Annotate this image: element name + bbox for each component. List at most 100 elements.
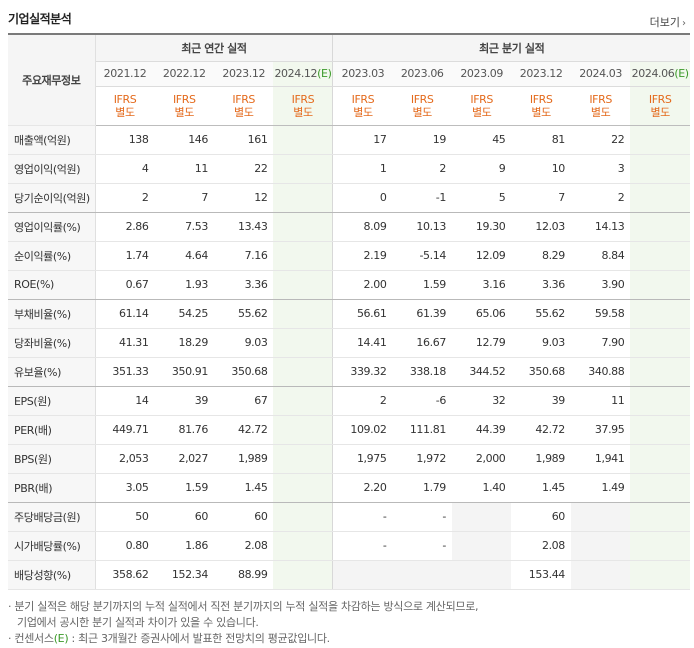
quarterly-group-header: 최근 분기 실적 xyxy=(332,34,690,62)
period-label: 2023.03 xyxy=(341,67,385,80)
table-cell: 11 xyxy=(570,386,631,416)
table-cell: 22 xyxy=(570,125,631,155)
table-cell xyxy=(630,328,690,358)
row-label: 매출액(억원) xyxy=(8,125,96,155)
table-cell: 19.30 xyxy=(451,212,512,242)
table-row: 부채비율(%) 61.14 54.25 55.62 56.61 61.39 65.06 55.… xyxy=(8,299,690,329)
table-cell xyxy=(630,154,690,184)
table-cell: 2,027 xyxy=(154,444,214,474)
row-label: EPS(원) xyxy=(8,386,96,416)
table-cell: 2 xyxy=(392,154,452,184)
table-cell: 2.08 xyxy=(213,531,274,561)
period-label: 2022.12 xyxy=(162,67,206,80)
table-cell: 14.41 xyxy=(332,328,393,358)
table-cell: 3.36 xyxy=(213,270,274,300)
table-cell: 1.49 xyxy=(570,473,631,503)
table-cell xyxy=(630,299,690,329)
table-cell xyxy=(630,357,690,387)
table-cell: 54.25 xyxy=(154,299,214,329)
table-cell: 1.93 xyxy=(154,270,214,300)
table-cell: 2.20 xyxy=(332,473,393,503)
table-cell xyxy=(273,154,333,184)
table-cell: 1.86 xyxy=(154,531,214,561)
period-header: 2023.12 xyxy=(511,61,571,87)
table-cell: 12.03 xyxy=(511,212,571,242)
table-cell: 12 xyxy=(213,183,274,213)
table-cell: 2.08 xyxy=(511,531,571,561)
table-cell: 1.40 xyxy=(451,473,512,503)
table-cell: 44.39 xyxy=(451,415,512,445)
table-cell: - xyxy=(392,531,452,561)
footnote-2-est: (E) xyxy=(53,632,69,645)
table-cell: 55.62 xyxy=(213,299,274,329)
table-cell: 3.36 xyxy=(511,270,571,300)
table-cell: 2 xyxy=(332,386,393,416)
table-cell xyxy=(570,560,631,590)
table-cell: 61.39 xyxy=(392,299,452,329)
table-cell: 152.34 xyxy=(154,560,214,590)
table-cell: 81 xyxy=(511,125,571,155)
period-header: 2024.06(E) xyxy=(630,61,690,87)
table-cell: 37.95 xyxy=(570,415,631,445)
table-cell: 67 xyxy=(213,386,274,416)
table-cell: 449.71 xyxy=(95,415,155,445)
table-cell: 81.76 xyxy=(154,415,214,445)
table-cell xyxy=(273,502,333,532)
table-row: 영업이익률(%) 2.86 7.53 13.43 8.09 10.13 19.30 12.03… xyxy=(8,212,690,242)
table-cell xyxy=(630,183,690,213)
row-label: ROE(%) xyxy=(8,270,96,300)
table-cell: 88.99 xyxy=(213,560,274,590)
table-cell: 1,975 xyxy=(332,444,393,474)
annual-group-header: 최근 연간 실적 xyxy=(95,34,333,62)
standard-separate: 별도 xyxy=(353,105,373,119)
table-row: 매출액(억원) 138 146 161 17 19 45 81 22 xyxy=(8,125,690,155)
table-cell: 350.91 xyxy=(154,357,214,387)
standard-separate: 별도 xyxy=(234,105,254,119)
table-cell: 45 xyxy=(451,125,512,155)
footnote-2-text: : 최근 3개월간 증권사에서 발표한 전망치의 평균값입니다. xyxy=(71,632,331,645)
period-header: 2024.12(E) xyxy=(273,61,333,87)
table-row: BPS(원) 2,053 2,027 1,989 1,975 1,972 2,000 1,98… xyxy=(8,444,690,474)
table-cell xyxy=(273,299,333,329)
table-cell xyxy=(273,531,333,561)
period-label: 2024.12 xyxy=(274,67,318,80)
table-cell: 60 xyxy=(154,502,214,532)
period-header: 2023.03 xyxy=(332,61,393,87)
table-cell xyxy=(273,444,333,474)
period-label: 2023.12 xyxy=(519,67,563,80)
table-cell xyxy=(273,415,333,445)
row-label: 주당배당금(원) xyxy=(8,502,96,532)
period-label: 2021.12 xyxy=(103,67,147,80)
footnotes: · 분기 실적은 해당 분기까지의 누적 실적에서 직전 분기까지의 누적 실적… xyxy=(8,599,688,647)
accounting-standard: IFRS 별도 xyxy=(451,86,512,126)
table-cell xyxy=(630,531,690,561)
period-header: 2021.12 xyxy=(95,61,155,87)
financial-table: 주요재무정보 최근 연간 실적 최근 분기 실적 2021.12 2022.12 2… xyxy=(8,33,690,590)
table-cell xyxy=(630,270,690,300)
standard-ifrs: IFRS xyxy=(589,92,612,106)
standard-ifrs: IFRS xyxy=(529,92,553,106)
standard-separate: 별도 xyxy=(115,105,135,119)
table-cell xyxy=(273,560,333,590)
footnote-2: · 컨센서스(E) : 최근 3개월간 증권사에서 발표한 전망치의 평균값입니… xyxy=(8,632,331,645)
standard-separate: 별도 xyxy=(590,105,611,119)
row-label: 배당성향(%) xyxy=(8,560,96,590)
table-cell: 2.19 xyxy=(332,241,393,271)
row-label: 순이익률(%) xyxy=(8,241,96,271)
table-cell: 65.06 xyxy=(451,299,512,329)
estimate-marker: (E) xyxy=(674,67,689,80)
standard-ifrs: IFRS xyxy=(232,92,256,106)
table-cell: 17 xyxy=(332,125,393,155)
table-cell: -6 xyxy=(392,386,452,416)
row-label: PER(배) xyxy=(8,415,96,445)
footnote-1b: 기업에서 공시한 분기 실적과 차이가 있을 수 있습니다. xyxy=(8,615,688,631)
table-cell: 11 xyxy=(154,154,214,184)
table-cell xyxy=(273,212,333,242)
table-cell: 22 xyxy=(213,154,274,184)
standard-ifrs: IFRS xyxy=(172,92,196,106)
table-cell: 18.29 xyxy=(154,328,214,358)
table-cell: 39 xyxy=(154,386,214,416)
more-link[interactable]: 더보기 › xyxy=(650,14,686,30)
table-cell: 41.31 xyxy=(95,328,155,358)
table-cell: 1.79 xyxy=(392,473,452,503)
